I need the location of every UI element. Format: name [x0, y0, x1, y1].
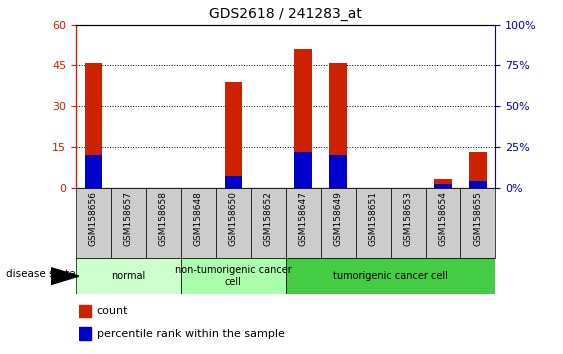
Text: GSM158648: GSM158648: [194, 191, 203, 246]
Bar: [469, 181, 486, 188]
Bar: [285, 258, 495, 294]
Bar: [85, 63, 102, 188]
Text: GSM158647: GSM158647: [299, 191, 308, 246]
Bar: [285, 188, 321, 258]
Text: GSM158651: GSM158651: [369, 191, 378, 246]
Bar: [434, 179, 452, 188]
Text: tumorigenic cancer cell: tumorigenic cancer cell: [333, 271, 448, 281]
Bar: [216, 188, 251, 258]
Text: percentile rank within the sample: percentile rank within the sample: [97, 329, 284, 339]
Bar: [76, 188, 111, 258]
Bar: [434, 184, 452, 188]
Text: GSM158650: GSM158650: [229, 191, 238, 246]
Bar: [391, 188, 426, 258]
Bar: [79, 327, 91, 340]
Bar: [181, 258, 286, 294]
Text: GSM158657: GSM158657: [124, 191, 133, 246]
Text: disease state: disease state: [6, 269, 75, 279]
Bar: [294, 49, 312, 188]
Title: GDS2618 / 241283_at: GDS2618 / 241283_at: [209, 7, 362, 21]
Bar: [426, 188, 461, 258]
Bar: [225, 82, 242, 188]
Bar: [329, 63, 347, 188]
Text: GSM158652: GSM158652: [263, 191, 272, 246]
Text: GSM158656: GSM158656: [89, 191, 98, 246]
Text: GSM158653: GSM158653: [404, 191, 413, 246]
Text: GSM158649: GSM158649: [334, 191, 343, 246]
Text: normal: normal: [111, 271, 146, 281]
Bar: [321, 188, 356, 258]
Text: GSM158655: GSM158655: [473, 191, 482, 246]
Bar: [111, 188, 146, 258]
Bar: [85, 155, 102, 188]
Text: count: count: [97, 306, 128, 316]
Bar: [225, 176, 242, 188]
Text: GSM158654: GSM158654: [439, 191, 448, 246]
Bar: [251, 188, 286, 258]
Bar: [146, 188, 181, 258]
Bar: [294, 152, 312, 188]
Bar: [329, 155, 347, 188]
Polygon shape: [51, 268, 79, 285]
Text: non-tumorigenic cancer
cell: non-tumorigenic cancer cell: [175, 265, 292, 287]
Bar: [76, 258, 181, 294]
Text: GSM158658: GSM158658: [159, 191, 168, 246]
Bar: [469, 152, 486, 188]
Bar: [461, 188, 495, 258]
Bar: [181, 188, 216, 258]
Bar: [79, 305, 91, 317]
Bar: [356, 188, 391, 258]
